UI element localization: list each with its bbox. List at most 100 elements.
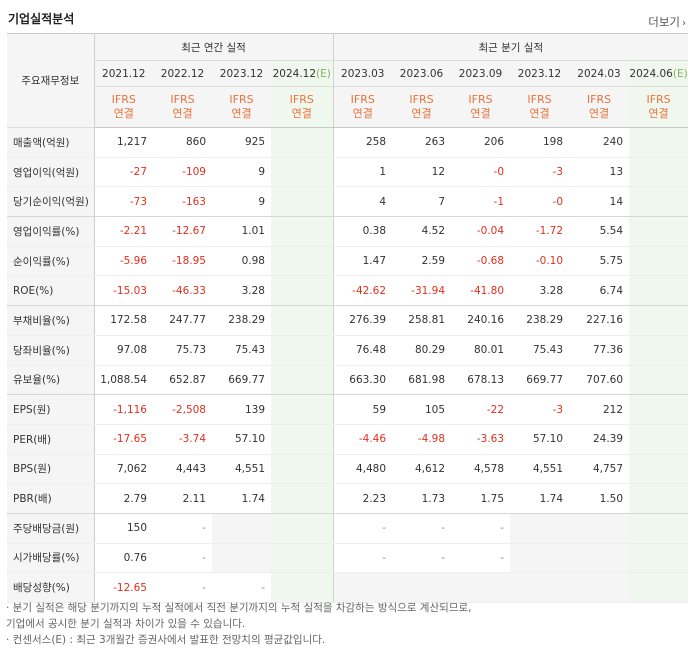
basis-scope: 연결 xyxy=(231,107,252,120)
value-cell xyxy=(271,275,334,307)
value-cell: 247.77 xyxy=(153,305,212,336)
value-cell: 227.16 xyxy=(569,305,630,336)
value-cell xyxy=(629,483,689,514)
value-cell: 9 xyxy=(212,186,271,218)
period-date: 2022.12 xyxy=(160,67,205,80)
value-cell: -1 xyxy=(451,186,511,218)
value-cell: 1.74 xyxy=(510,483,570,514)
row-label: 당기순이익(억원) xyxy=(7,186,94,218)
table-row: ROE(%) -15.03 -46.33 3.28 -42.62 -31.94 -41.80… xyxy=(7,275,689,307)
value-cell xyxy=(629,157,689,188)
value-cell: 212 xyxy=(569,394,630,425)
row-label: PBR(배) xyxy=(7,483,94,514)
value-cell xyxy=(212,513,271,544)
more-link[interactable]: 더보기 › xyxy=(648,14,686,30)
value-cell xyxy=(271,157,334,188)
value-cell xyxy=(271,127,334,158)
value-cell: 150 xyxy=(93,513,153,544)
value-cell xyxy=(569,513,630,544)
row-label: 순이익률(%) xyxy=(7,246,94,277)
section-title: 기업실적분석 xyxy=(8,12,75,26)
value-cell: - xyxy=(212,572,271,603)
value-cell xyxy=(629,335,689,366)
value-cell: 2.59 xyxy=(392,246,452,277)
value-cell: -0.04 xyxy=(451,216,511,247)
value-cell: -0.68 xyxy=(451,246,511,277)
basis-scope: 연결 xyxy=(588,107,610,120)
value-cell: 24.39 xyxy=(569,424,630,455)
basis-scope: 연결 xyxy=(113,107,134,120)
value-cell: -163 xyxy=(153,186,212,218)
period-date: 2023.12 xyxy=(517,67,562,80)
row-label: 매출액(억원) xyxy=(7,127,94,158)
value-cell: 678.13 xyxy=(451,365,511,396)
value-cell: 12 xyxy=(392,157,452,188)
footnote: · 분기 실적은 해당 분기까지의 누적 실적에서 직전 분기까지의 누적 실적… xyxy=(6,602,472,614)
value-cell: 75.43 xyxy=(510,335,570,366)
value-cell xyxy=(271,454,334,485)
basis-standard: IFRS xyxy=(170,93,195,106)
row-label: EPS(원) xyxy=(7,394,94,425)
table-row: PBR(배) 2.79 2.11 1.74 2.23 1.73 1.75 1.74 1.50 xyxy=(7,483,689,514)
more-label[interactable]: 더보기 xyxy=(648,15,680,29)
value-cell: 238.29 xyxy=(510,305,570,336)
value-cell: 258.81 xyxy=(392,305,452,336)
period-date: 2023.06 xyxy=(399,67,444,80)
basis-header: IFRS 연결 xyxy=(569,86,630,128)
value-cell xyxy=(510,513,570,544)
value-cell: 1.75 xyxy=(451,483,511,514)
value-cell: 1,217 xyxy=(93,127,153,158)
value-cell: 76.48 xyxy=(332,335,393,366)
value-cell xyxy=(510,572,570,603)
value-cell xyxy=(271,513,334,544)
value-cell xyxy=(629,424,689,455)
value-cell: 1.73 xyxy=(392,483,452,514)
period-header: 2021.12 xyxy=(93,60,153,87)
chevron-right-icon[interactable]: › xyxy=(682,18,686,29)
value-cell: 263 xyxy=(392,127,452,158)
footnote: · 컨센서스(E) : 최근 3개월간 증권사에서 발표한 전망치의 평균값입니… xyxy=(6,634,326,646)
value-cell xyxy=(629,127,689,158)
value-cell: -41.80 xyxy=(451,275,511,307)
value-cell: 75.73 xyxy=(153,335,212,366)
basis-scope: 연결 xyxy=(529,107,550,120)
value-cell: - xyxy=(392,513,452,544)
value-cell: -4.46 xyxy=(332,424,393,455)
value-cell: 4,551 xyxy=(510,454,570,485)
value-cell: 57.10 xyxy=(212,424,271,455)
value-cell: 669.77 xyxy=(510,365,570,396)
value-cell: 240.16 xyxy=(451,305,511,336)
value-cell: 4,612 xyxy=(392,454,452,485)
basis-header: IFRS 연결 xyxy=(451,86,511,128)
table-row: 시가배당률(%) 0.76- - - - xyxy=(7,543,689,574)
value-cell: -27 xyxy=(93,157,153,188)
value-cell: 663.30 xyxy=(332,365,393,396)
value-cell xyxy=(271,394,334,425)
period-header: 2024.03 xyxy=(569,60,630,87)
value-cell xyxy=(629,572,689,603)
value-cell: 652.87 xyxy=(153,365,212,396)
value-cell: 4,443 xyxy=(153,454,212,485)
value-cell: - xyxy=(153,543,212,574)
value-cell xyxy=(629,216,689,247)
value-cell xyxy=(629,365,689,396)
value-cell xyxy=(629,186,689,218)
period-date: 2023.09 xyxy=(458,67,503,80)
period-header: 2023.03 xyxy=(332,60,393,87)
value-cell: 80.29 xyxy=(392,335,452,366)
value-cell: 5.75 xyxy=(569,246,630,277)
table-row: PER(배) -17.65 -3.74 57.10 -4.46 -4.98 -3.63 57.… xyxy=(7,424,689,455)
value-cell: 0.98 xyxy=(212,246,271,277)
value-cell: 0.38 xyxy=(332,216,393,247)
period-date: 2024.06 xyxy=(629,67,673,80)
value-cell: -3.74 xyxy=(153,424,212,455)
value-cell xyxy=(271,186,334,218)
period-header: 2023.12 xyxy=(510,60,570,87)
period-header: 2023.09 xyxy=(451,60,511,87)
period-date: 2023.12 xyxy=(219,67,264,80)
value-cell xyxy=(332,572,393,603)
value-cell: -0.10 xyxy=(510,246,570,277)
value-cell xyxy=(569,543,630,574)
value-cell: 2.23 xyxy=(332,483,393,514)
value-cell: -0 xyxy=(510,186,570,218)
